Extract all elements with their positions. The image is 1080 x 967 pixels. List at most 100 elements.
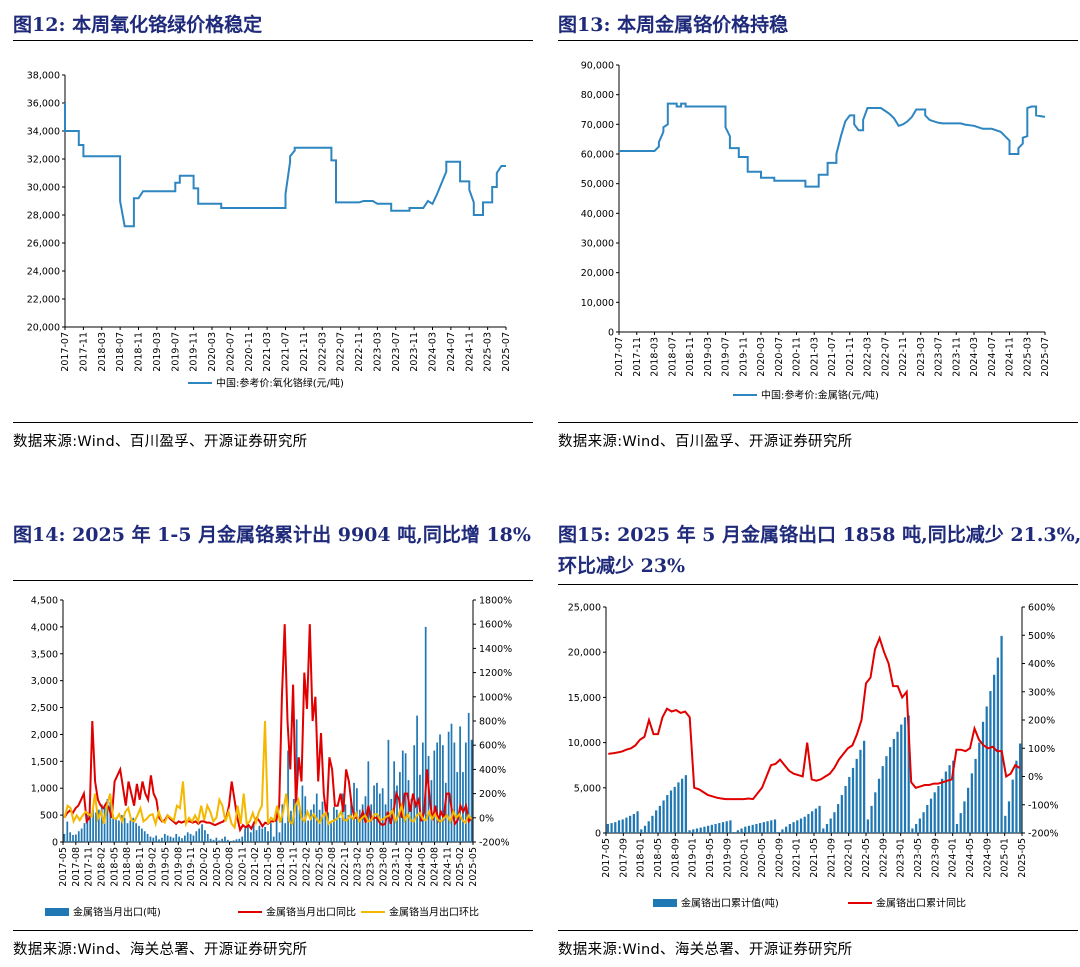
x-tick-label: 2021-05 — [263, 847, 274, 887]
export-bar — [681, 778, 684, 833]
y-tick-label: 34,000 — [27, 127, 60, 138]
y2-tick-label: 1200% — [479, 668, 512, 679]
export-bar — [95, 812, 97, 842]
export-bar — [206, 833, 209, 842]
export-bar — [829, 818, 832, 833]
export-bar — [163, 833, 166, 842]
legend-swatch-bar — [653, 899, 677, 907]
export-bar — [751, 824, 754, 833]
export-bar — [413, 745, 416, 842]
export-bar — [69, 832, 72, 842]
figure-12-source: 数据来源:Wind、百川盈孚、开源证券研究所 — [13, 434, 308, 450]
export-bar — [766, 821, 769, 833]
x-tick-label: 2022-05 — [314, 847, 325, 887]
x-tick-label: 2019-07 — [721, 337, 732, 377]
x-tick-label: 2017-05 — [58, 847, 69, 887]
export-bar — [229, 840, 232, 842]
x-tick-label: 2021-11 — [299, 332, 310, 372]
export-bar — [955, 823, 959, 833]
y2-tick-label: 1000% — [479, 692, 512, 703]
legend-label: 金属铬出口累计同比 — [876, 897, 966, 910]
export-bar — [301, 785, 304, 842]
export-bar — [338, 817, 341, 842]
x-tick-label: 2019-09 — [722, 838, 733, 878]
export-bar — [721, 822, 725, 833]
export-bar — [889, 747, 892, 833]
export-bar — [740, 828, 743, 833]
export-bar — [981, 721, 985, 833]
chart-chrome-green-price: 20,000 22,000 24,000 26,000 28,000 30,000 32,0… — [27, 71, 512, 390]
export-bar — [444, 782, 447, 842]
x-tick-label: 2025-07 — [1040, 337, 1051, 377]
x-tick-label: 2018-05 — [109, 847, 120, 887]
export-bar — [361, 804, 364, 842]
x-tick-label: 2017-11 — [632, 337, 643, 377]
x-tick-label: 2024-11 — [1005, 337, 1016, 377]
export-bar — [80, 828, 83, 842]
export-bar — [651, 815, 654, 833]
export-bar — [227, 839, 229, 842]
export-bar — [198, 828, 201, 842]
export-bar — [261, 828, 264, 842]
x-tick-label: 2018-08 — [122, 847, 133, 887]
export-bar — [837, 804, 840, 833]
export-bar — [866, 819, 869, 833]
export-bar — [1019, 743, 1022, 833]
x-tick-label: 2023-05 — [913, 838, 924, 878]
export-bar — [636, 811, 639, 833]
export-bar — [149, 836, 152, 842]
export-bar — [83, 823, 86, 842]
figure-14-title-rule — [13, 580, 533, 581]
export-bar — [123, 817, 126, 842]
export-bar — [870, 805, 873, 833]
export-bar — [610, 823, 613, 833]
y2-tick-label: 400% — [479, 765, 506, 776]
x-tick-label: 2023-11 — [391, 847, 402, 887]
export-bar — [1007, 801, 1011, 833]
export-bar — [387, 739, 390, 842]
export-bar — [840, 795, 843, 833]
x-tick-label: 2017-07 — [614, 337, 625, 377]
x-tick-label: 2023-02 — [353, 847, 364, 887]
export-bar — [135, 823, 137, 842]
x-tick-label: 2021-05 — [809, 838, 820, 878]
x-tick-label: 2022-07 — [336, 332, 347, 372]
export-bar — [941, 778, 944, 833]
x-tick-label: 2018-07 — [115, 332, 126, 372]
x-tick-label: 2022-03 — [863, 337, 874, 377]
export-bar — [186, 832, 189, 842]
y2-tick-label: 600% — [1028, 603, 1055, 614]
x-tick-label: 2017-11 — [84, 847, 95, 887]
export-bar — [892, 738, 895, 833]
x-tick-label: 2023-03 — [372, 332, 383, 372]
x-tick-label: 2024-03 — [969, 337, 980, 377]
export-bar — [416, 715, 418, 842]
x-tick-label: 2017-09 — [618, 838, 629, 878]
export-bar — [407, 780, 410, 842]
export-bar — [86, 815, 89, 842]
x-tick-label: 2018-03 — [650, 337, 661, 377]
export-bar — [175, 833, 178, 842]
export-bar — [376, 782, 378, 842]
export-bar — [688, 830, 691, 833]
x-tick-label: 2017-08 — [71, 847, 82, 887]
export-bar — [424, 626, 427, 842]
export-bar — [201, 824, 203, 842]
export-bar — [662, 800, 665, 833]
y-tick-label: 20,000 — [568, 648, 601, 659]
x-tick-label: 2023-05 — [366, 847, 377, 887]
y-tick-label: 70,000 — [581, 120, 614, 131]
x-tick-label: 2017-07 — [60, 332, 71, 372]
export-bar — [132, 817, 135, 842]
x-tick-label: 2025-07 — [501, 332, 512, 372]
export-bar — [788, 823, 791, 833]
export-bar — [759, 823, 762, 833]
chart-chrome-monthly-export: 0 500 1,000 1,500 2,000 2,500 3,000 3,500 4,000 4… — [31, 596, 512, 919]
legend-swatch-bar — [45, 908, 69, 916]
export-bar — [126, 823, 129, 842]
export-bar — [877, 778, 881, 833]
x-tick-label: 2025-03 — [483, 332, 494, 372]
x-tick-label: 2025-01 — [1000, 838, 1011, 878]
export-bar — [267, 831, 269, 842]
export-bar — [453, 742, 456, 842]
